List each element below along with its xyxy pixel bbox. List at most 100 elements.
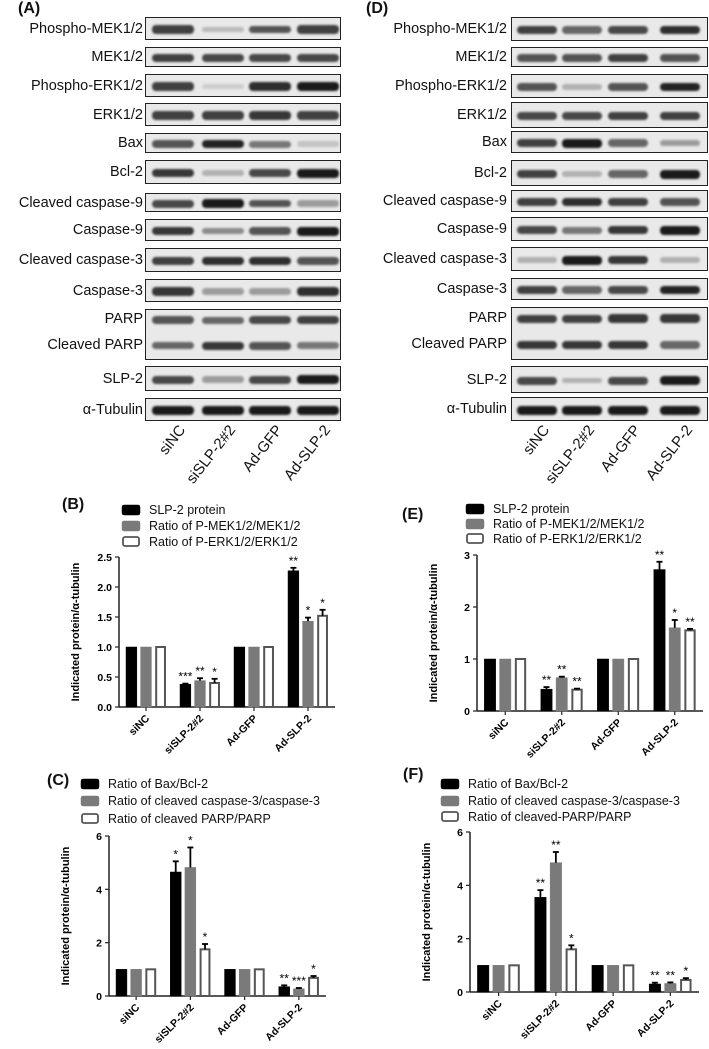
protein-band [608,197,648,207]
lane-label: Ad-SLP-2 [643,422,696,484]
y-tick-label: 4 [457,880,463,892]
protein-band [297,226,339,236]
blot-d-9 [511,278,708,300]
legend-label: SLP-2 protein [149,503,225,517]
blot-label: Caspase-3 [72,282,143,299]
legend-label: Ratio of P-MEK1/2/MEK1/2 [493,517,645,531]
bar [233,646,246,708]
protein-band [562,340,602,350]
protein-band [249,82,291,91]
blot-d-11 [511,366,708,393]
bar-chart-c: 0 2 4 6 Indicated protein/α-tubulin siNC siSLP… [60,777,326,1046]
blot-a-9 [145,279,341,302]
protein-band [608,286,648,294]
significance-marker: ** [289,554,299,568]
protein-band [517,226,557,234]
protein-band [517,25,557,35]
blot-a-1 [145,47,341,67]
bar [668,627,681,712]
protein-band [152,111,194,120]
panel-label-a: (A) [18,0,41,17]
bar [555,677,568,712]
y-tick-label: 6 [96,831,102,843]
y-tick-label: 2 [457,934,463,946]
protein-band [660,314,700,323]
protein-band [660,341,700,349]
x-tick-label: siNC [117,1001,143,1027]
y-tick-label: 0.0 [97,702,112,714]
bar [253,968,265,997]
blot-a-6 [145,193,341,212]
bar [302,620,314,708]
protein-band [152,316,194,325]
protein-band [608,340,648,350]
significance-marker: * [173,847,178,861]
bar [170,871,182,997]
protein-band [297,316,339,325]
protein-band [202,341,244,350]
protein-band [152,375,194,384]
x-tick-label: Ad-SLP-2 [263,1002,305,1044]
blot-label: Bax [482,134,507,150]
protein-band [660,139,700,147]
legend-label: Ratio of cleaved-PARP/PARP [468,810,632,824]
bar [179,683,192,708]
protein-band [202,288,244,295]
panel-label-b: (B) [62,496,85,513]
bar [627,658,640,712]
protein-band [608,83,648,91]
x-tick-label: siNC [479,997,505,1023]
protein-band [249,111,291,120]
x-tick-label: siSLP-2#2 [162,713,206,757]
y-tick-label: 6 [457,827,463,839]
protein-band [297,406,339,415]
protein-band [249,288,291,295]
blot-d-1 [511,47,708,67]
bar [664,983,677,993]
bar [492,965,505,993]
blot-label: MEK1/2 [455,49,507,65]
bar-chart-b: 0.0 0.5 1.0 1.5 2.0 2.5 Indicated protein/α-tu… [70,503,335,757]
bar [287,570,300,708]
significance-marker: ** [280,971,290,985]
significance-marker: ** [572,675,582,689]
protein-band [202,83,244,90]
protein-band [152,256,194,266]
legend-label: Ratio of P-ERK1/2/ERK1/2 [149,535,298,549]
bar [540,688,553,712]
protein-band [660,169,700,179]
legend-swatch [466,533,484,544]
protein-band [562,255,602,265]
protein-band [202,316,244,324]
x-tick-label: Ad-SLP-2 [635,998,677,1040]
significance-marker: * [188,833,193,847]
legend-swatch [465,518,485,530]
blot-label: Bax [118,135,143,151]
legend-label: Ratio of Bax/Bcl-2 [108,777,208,791]
bar [648,983,661,993]
lane-label: Ad-SLP-2 [281,422,334,484]
protein-band [660,405,700,415]
x-tick-label: siSLP-2#2 [524,717,568,761]
protein-band [660,225,700,235]
bar [293,988,305,997]
significance-marker: ** [650,969,660,983]
blot-label: SLP-2 [102,370,143,387]
blot-label: ERK1/2 [457,107,507,123]
protein-band [562,26,602,34]
protein-band [152,226,194,236]
legend-swatch [440,778,460,790]
protein-band [562,138,602,148]
protein-band [249,375,291,384]
bar [591,965,604,993]
bar [308,976,319,997]
blot-d-4 [511,131,708,153]
protein-band [297,342,339,350]
protein-band [249,341,291,350]
blot-label: Cleaved PARP [411,336,507,353]
bar [597,658,609,712]
blot-label: Caspase-9 [72,222,143,238]
y-axis-label: Indicated protein/α-tubulin [60,846,72,985]
blot-label: Cleaved caspase-3 [382,251,507,267]
protein-band [297,168,339,178]
